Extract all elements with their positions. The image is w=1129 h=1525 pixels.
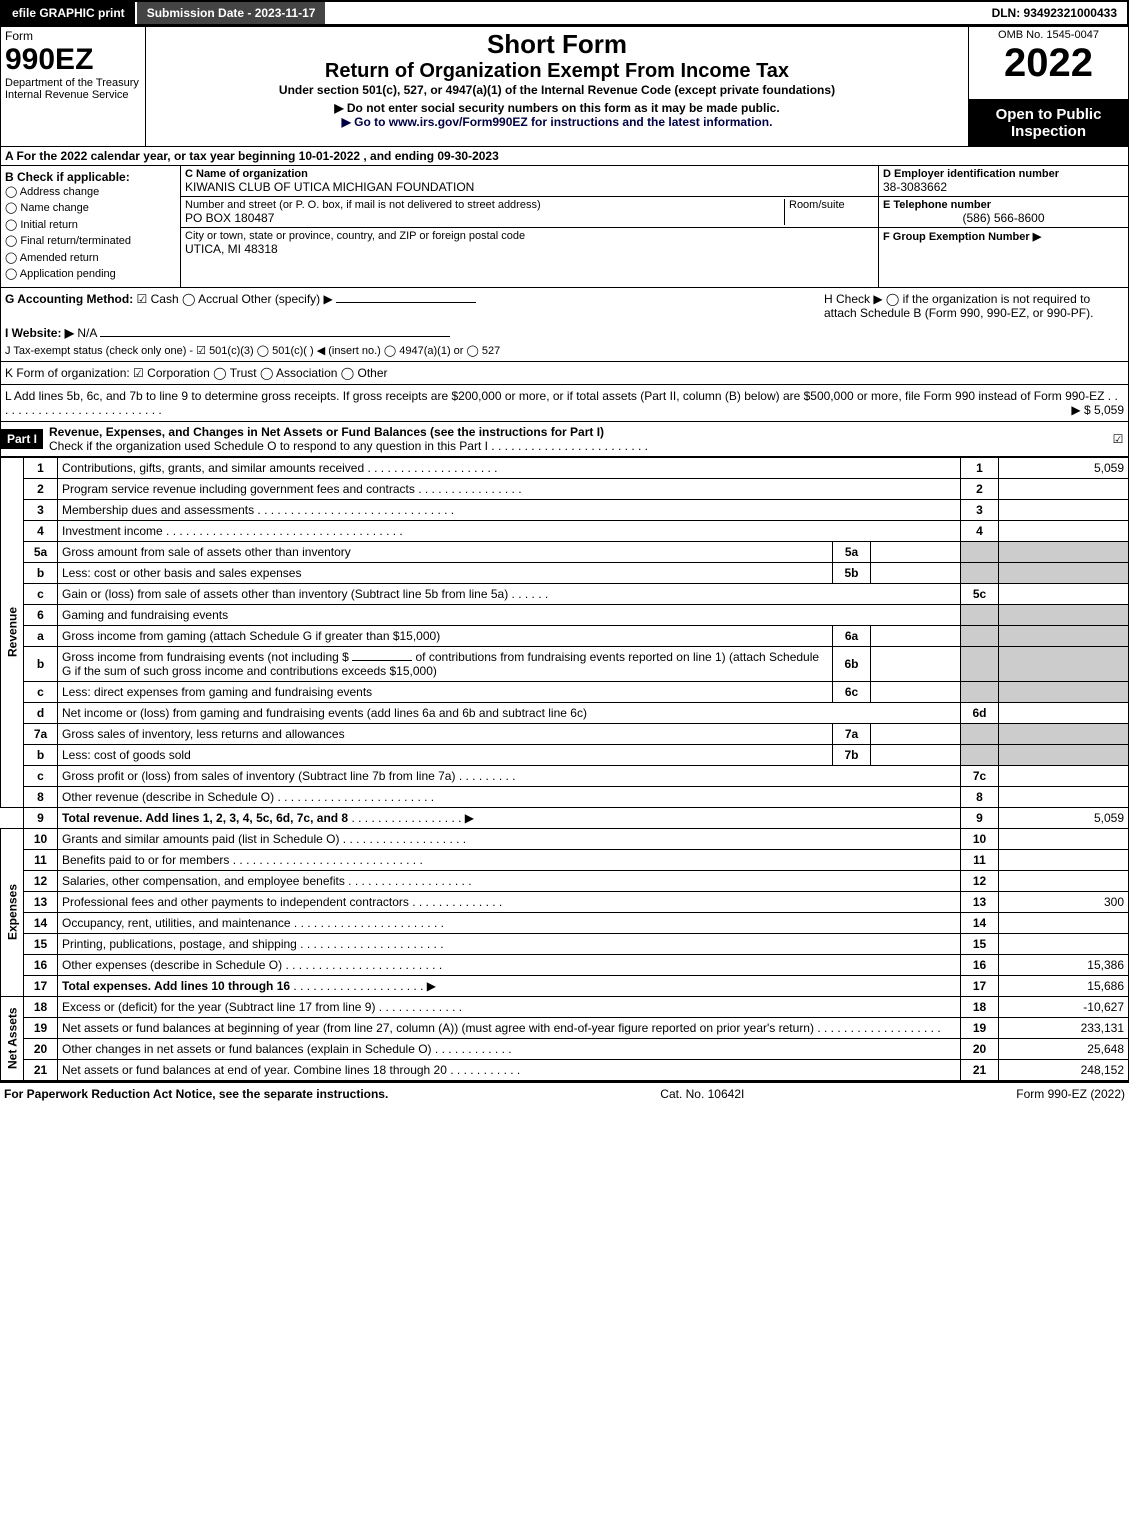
line-18-amount: -10,627 <box>999 996 1129 1017</box>
org-address: PO BOX 180487 <box>185 211 784 225</box>
omb-number: OMB No. 1545-0047 <box>973 29 1124 41</box>
form-word: Form <box>5 29 141 43</box>
submission-date-button[interactable]: Submission Date - 2023-11-17 <box>137 2 328 24</box>
website-value: N/A <box>77 326 96 340</box>
i-label: I Website: ▶ <box>5 326 74 340</box>
part-i-lines-table: Revenue 1 Contributions, gifts, grants, … <box>0 457 1129 1081</box>
part-i-checkbox[interactable]: ☑ <box>1108 432 1128 446</box>
page-footer: For Paperwork Reduction Act Notice, see … <box>0 1081 1129 1105</box>
check-application-pending[interactable]: ◯ Application pending <box>5 266 176 283</box>
check-amended-return[interactable]: ◯ Amended return <box>5 250 176 267</box>
c-city-label: City or town, state or province, country… <box>185 230 874 242</box>
c-name-label: C Name of organization <box>185 168 874 180</box>
line-16-amount: 15,386 <box>999 954 1129 975</box>
phone-value: (586) 566-8600 <box>883 211 1124 225</box>
j-text: J Tax-exempt status (check only one) - ☑… <box>5 344 1124 357</box>
line-19-amount: 233,131 <box>999 1017 1129 1038</box>
c-addr-label: Number and street (or P. O. box, if mail… <box>185 199 784 211</box>
g-label: G Accounting Method: <box>5 292 133 306</box>
check-name-change[interactable]: ◯ Name change <box>5 200 176 217</box>
ein-value: 38-3083662 <box>883 180 1124 194</box>
efile-print-button[interactable]: efile GRAPHIC print <box>2 2 137 24</box>
revenue-section-label: Revenue <box>1 457 24 807</box>
top-bar: efile GRAPHIC print Submission Date - 20… <box>0 0 1129 26</box>
d-ein-label: D Employer identification number <box>883 168 1124 180</box>
org-name: KIWANIS CLUB OF UTICA MICHIGAN FOUNDATIO… <box>185 180 874 194</box>
return-title: Return of Organization Exempt From Incom… <box>150 60 964 83</box>
line-20-amount: 25,648 <box>999 1038 1129 1059</box>
expenses-section-label: Expenses <box>1 828 24 996</box>
line-13-amount: 300 <box>999 891 1129 912</box>
g-other[interactable]: Other (specify) ▶ <box>241 292 332 306</box>
line-1-amount: 5,059 <box>999 457 1129 478</box>
paperwork-notice: For Paperwork Reduction Act Notice, see … <box>4 1087 388 1101</box>
part-i-label: Part I <box>1 429 43 449</box>
netassets-section-label: Net Assets <box>1 996 24 1080</box>
form-header: Form 990EZ Department of the Treasury In… <box>0 26 1129 147</box>
room-suite-label: Room/suite <box>789 199 874 211</box>
catalog-number: Cat. No. 10642I <box>660 1087 744 1101</box>
tax-year: 2022 <box>973 41 1124 86</box>
dept-label: Department of the Treasury <box>5 77 141 89</box>
f-group-label: F Group Exemption Number ▶ <box>883 230 1124 243</box>
line-21-amount: 248,152 <box>999 1059 1129 1080</box>
org-city: UTICA, MI 48318 <box>185 242 874 256</box>
short-form-title: Short Form <box>150 29 964 60</box>
section-gh: G Accounting Method: ☑ Cash ◯ Accrual Ot… <box>0 288 1129 362</box>
section-bcdef: B Check if applicable: ◯ Address change … <box>0 166 1129 288</box>
g-accrual[interactable]: ◯ Accrual <box>182 292 238 306</box>
part-i-header: Part I Revenue, Expenses, and Changes in… <box>0 422 1129 457</box>
form-reference: Form 990-EZ (2022) <box>1016 1087 1125 1101</box>
line-17-amount: 15,686 <box>999 975 1129 996</box>
no-ssn-note: ▶ Do not enter social security numbers o… <box>150 101 964 115</box>
under-section: Under section 501(c), 527, or 4947(a)(1)… <box>150 83 964 97</box>
form-number: 990EZ <box>5 43 141 77</box>
check-address-change[interactable]: ◯ Address change <box>5 184 176 201</box>
h-text: H Check ▶ ◯ if the organization is not r… <box>824 292 1124 320</box>
l-amount: ▶ $ 5,059 <box>1071 403 1124 417</box>
b-label: B Check if applicable: <box>5 170 176 184</box>
goto-link[interactable]: ▶ Go to www.irs.gov/Form990EZ for instru… <box>150 115 964 129</box>
check-initial-return[interactable]: ◯ Initial return <box>5 217 176 234</box>
section-k: K Form of organization: ☑ Corporation ◯ … <box>0 362 1129 385</box>
open-public-badge: Open to Public Inspection <box>969 100 1128 146</box>
check-final-return[interactable]: ◯ Final return/terminated <box>5 233 176 250</box>
section-l: L Add lines 5b, 6c, and 7b to line 9 to … <box>0 385 1129 422</box>
irs-label: Internal Revenue Service <box>5 89 141 101</box>
section-a: A For the 2022 calendar year, or tax yea… <box>0 147 1129 166</box>
e-phone-label: E Telephone number <box>883 199 1124 211</box>
g-cash[interactable]: ☑ Cash <box>137 292 179 306</box>
dln-label: DLN: 93492321000433 <box>982 2 1127 24</box>
line-9-amount: 5,059 <box>999 807 1129 828</box>
